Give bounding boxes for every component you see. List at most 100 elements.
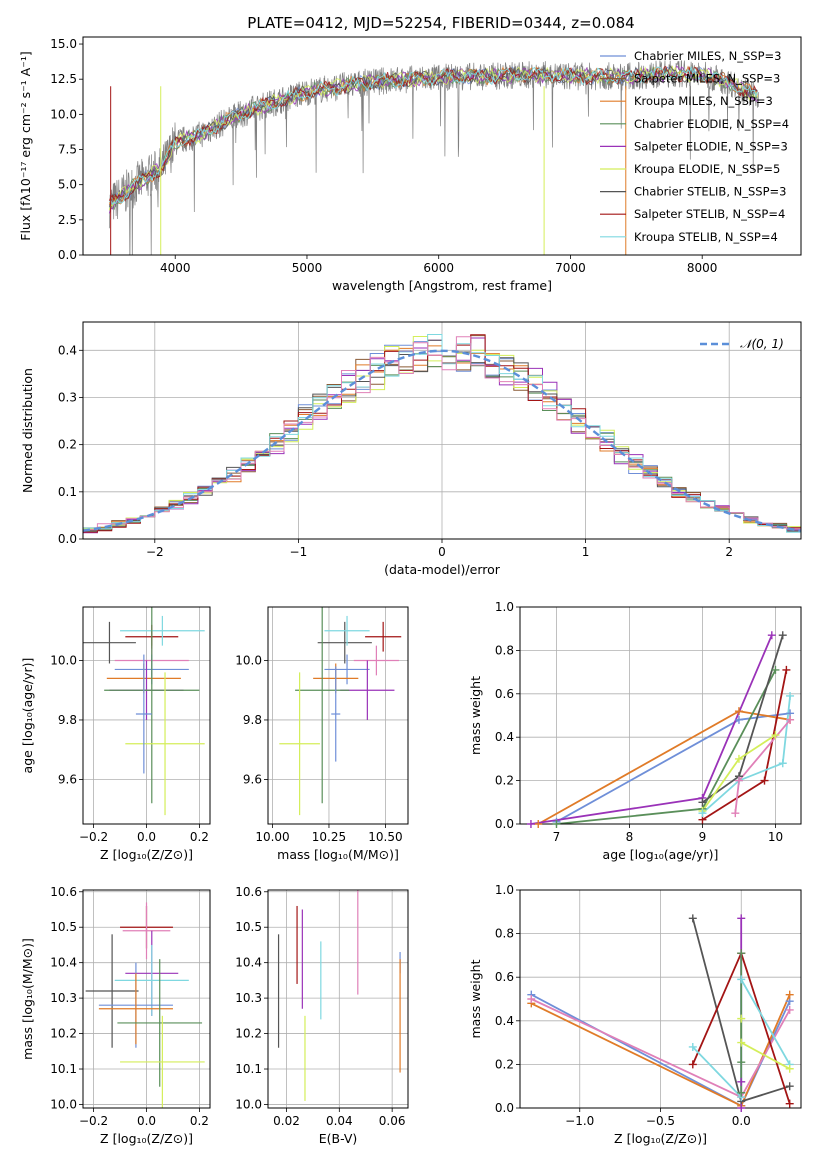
panel-residuals: −2 −1 0 1 2 0.0 0.1 0.2 0.3 0.4 (data-model)/error… (20, 321, 802, 577)
x-tick-label: 10.00 (255, 830, 289, 844)
legend-entry: 𝒩(0, 1) (740, 337, 784, 351)
x-axis-label: mass [log₁₀(M/M⊙)] (277, 847, 399, 862)
weight-point-marker (552, 820, 561, 828)
y-tick-label: 0.8 (495, 643, 514, 657)
y-tick-label: 0.0 (58, 248, 77, 262)
x-tick-label: 0.0 (732, 1114, 751, 1128)
weight-point-marker (767, 631, 776, 640)
model-line-kroupa_elodie (108, 65, 758, 211)
legend-entry: Salpeter MILES, N_SSP=3 (634, 72, 780, 86)
weight-point-marker (731, 809, 740, 818)
x-tick-label: 5000 (292, 261, 323, 275)
y-tick-label: 10.5 (235, 920, 262, 934)
weight-point-marker (785, 1082, 794, 1091)
panel-age-vs-mass: 10.00 10.25 10.50 9.6 9.8 10.0 mass [log₁₀(M/M… (235, 606, 409, 862)
y-tick-label: 2.5 (58, 213, 77, 227)
y-tick-label: 9.8 (243, 713, 262, 727)
weight-point-marker (737, 1014, 746, 1023)
weight-point-marker (785, 1064, 794, 1073)
weight-point-marker (737, 914, 746, 923)
legend-entry: Chabrier ELODIE, N_SSP=4 (634, 117, 789, 131)
weight-point-marker (688, 1060, 697, 1069)
weight-point-marker (737, 949, 746, 958)
y-tick-label: 0.2 (58, 438, 77, 452)
x-tick-label: 0.06 (379, 1114, 406, 1128)
panel-spectrum: 4000 5000 6000 7000 8000 0.0 2.5 5.0 7.5 10.0 12.5… (18, 36, 802, 293)
x-axis-label: wavelength [Angstrom, rest frame] (332, 278, 552, 293)
weight-point-marker (737, 1077, 746, 1086)
y-axis-label: mass weight (468, 959, 483, 1038)
weight-point-marker (785, 1005, 794, 1014)
y-tick-label: 0.0 (58, 532, 77, 546)
legend-entry: Salpeter ELODIE, N_SSP=3 (634, 139, 788, 153)
weight-point-marker (734, 715, 743, 724)
panel-weight-vs-age: 7 8 9 10 0.0 0.2 0.4 0.6 0.8 1.0 age [log₁₀(age/yr… (468, 600, 802, 862)
x-tick-label: −0.2 (79, 1114, 108, 1128)
plot-area-mass-vs-Z (85, 902, 205, 1108)
x-tick-label: 0.0 (137, 830, 156, 844)
weight-point-marker (782, 665, 791, 674)
legend-entry: Kroupa ELODIE, N_SSP=5 (634, 162, 780, 176)
y-tick-label: 10.0 (235, 654, 262, 668)
y-tick-label: 0.1 (58, 485, 77, 499)
y-tick-label: 10.6 (235, 885, 262, 899)
y-tick-label: 10.0 (235, 1097, 262, 1111)
x-tick-label: −1 (290, 545, 308, 559)
weight-point-marker (778, 759, 787, 768)
x-tick-label: 0.2 (190, 830, 209, 844)
weight-point-marker (737, 1104, 746, 1112)
spectrum-legend: Chabrier MILES, N_SSP=3 Salpeter MILES, N… (600, 49, 789, 244)
x-tick-label: 7 (553, 830, 561, 844)
panel-mass-vs-ebv: 0.02 0.04 0.06 10.0 10.1 10.2 10.3 10.4 10.5 10.6… (235, 885, 409, 1146)
x-tick-label: 9 (699, 830, 707, 844)
y-tick-label: 10.6 (50, 885, 77, 899)
y-axis-label: Normed distribution (20, 368, 35, 493)
x-tick-label: −0.2 (79, 830, 108, 844)
x-axis-label: (data-model)/error (384, 562, 501, 577)
weight-point-marker (785, 1099, 794, 1108)
y-tick-label: 7.5 (58, 143, 77, 157)
x-tick-label: −1.0 (565, 1114, 594, 1128)
weight-point-marker (786, 691, 795, 700)
axes-frame (267, 889, 409, 1109)
weight-point-marker (771, 731, 780, 740)
weight-point-marker (734, 707, 743, 716)
y-tick-label: 15.0 (50, 37, 77, 51)
y-tick-label: 12.5 (50, 72, 77, 86)
panel-mass-vs-Z: −0.2 0.0 0.2 10.0 10.1 10.2 10.3 10.4 10.5 10.6 Z … (20, 885, 211, 1146)
plot-area-residuals (83, 334, 801, 534)
panel-age-vs-Z: −0.2 0.0 0.2 9.6 9.8 10.0 Z [log₁₀(Z/Z⊙)] age [… (20, 606, 211, 862)
y-tick-label: 10.2 (235, 1027, 262, 1041)
x-tick-label: 0.02 (273, 1114, 300, 1128)
x-tick-label: 10.50 (368, 830, 402, 844)
y-tick-label: 0.6 (495, 970, 514, 984)
plot-area-age-vs-Z (83, 607, 205, 816)
y-tick-label: 0.0 (495, 1101, 514, 1115)
y-tick-label: 0.2 (495, 1057, 514, 1071)
weight-point-marker (785, 990, 794, 999)
weight-point-marker (737, 1038, 746, 1047)
panel-weight-vs-Z: −1.0 −0.5 0.0 0.0 0.2 0.4 0.6 0.8 1.0 Z [log₁₀(Z/… (468, 883, 802, 1146)
y-tick-label: 5.0 (58, 178, 77, 192)
y-tick-label: 0.4 (495, 1014, 514, 1028)
y-tick-label: 10.0 (50, 107, 77, 121)
y-tick-label: 0.6 (495, 687, 514, 701)
y-axis-label: age [log₁₀(age/yr)] (20, 658, 35, 774)
y-tick-label: 0.0 (495, 817, 514, 831)
weight-point-marker (760, 776, 769, 785)
y-tick-label: 10.3 (235, 991, 262, 1005)
x-axis-label: Z [log₁₀(Z/Z⊙)] (100, 847, 193, 862)
weight-point-marker (778, 631, 787, 640)
weight-point-marker (737, 975, 746, 984)
histogram-kroupa_stelib (83, 334, 801, 533)
y-tick-label: 10.1 (50, 1062, 77, 1076)
y-tick-label: 10.4 (50, 956, 77, 970)
y-tick-label: 10.0 (50, 1097, 77, 1111)
x-axis-label: Z [log₁₀(Z/Z⊙)] (100, 1131, 193, 1146)
weight-point-marker (786, 715, 795, 724)
legend-entry: Kroupa STELIB, N_SSP=4 (634, 230, 778, 244)
plot-area-mass-vs-ebv (277, 890, 401, 1101)
y-tick-label: 9.8 (58, 713, 77, 727)
weight-point-marker (734, 776, 743, 785)
